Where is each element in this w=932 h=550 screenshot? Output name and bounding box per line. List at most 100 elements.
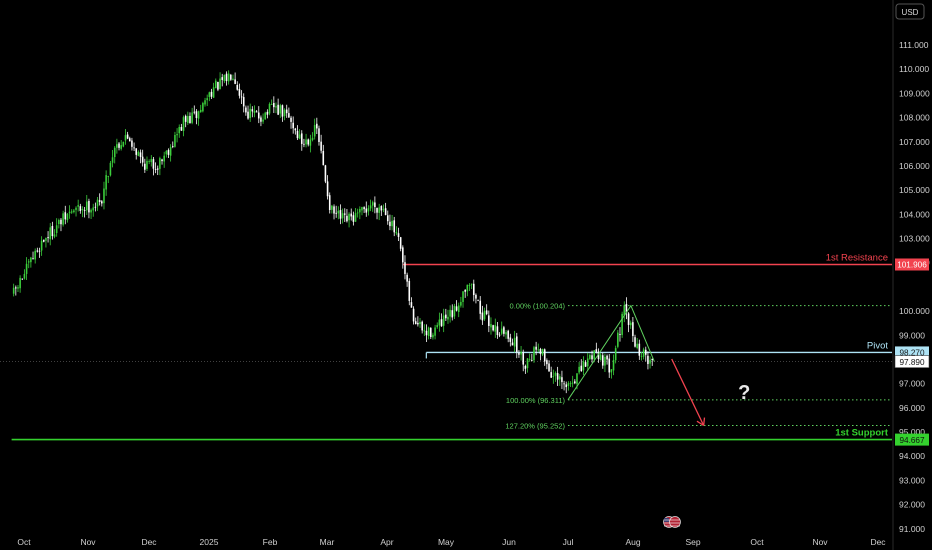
candle	[288, 107, 290, 118]
candle	[257, 106, 260, 124]
candle	[425, 324, 428, 342]
x-tick-label: Feb	[263, 537, 278, 547]
candle	[612, 354, 615, 376]
candle	[277, 98, 279, 116]
candle	[85, 194, 88, 216]
candle	[619, 327, 621, 342]
candle	[391, 214, 393, 231]
candle	[320, 134, 322, 154]
candle	[513, 330, 516, 353]
candle	[111, 150, 114, 168]
fib-swing-line[interactable]	[567, 304, 655, 401]
y-tick-label: 104.000	[899, 209, 930, 219]
candle	[479, 296, 482, 320]
candle	[328, 192, 331, 214]
candle	[214, 78, 217, 89]
candle	[429, 327, 432, 340]
candle	[101, 200, 103, 207]
candle	[66, 212, 69, 223]
x-tick-label: Sep	[685, 537, 700, 547]
candle	[169, 144, 172, 162]
candle	[356, 208, 359, 218]
candle	[606, 354, 608, 365]
candle	[120, 140, 122, 151]
x-tick-label: Oct	[750, 537, 764, 547]
candle	[397, 227, 400, 242]
candle	[651, 358, 654, 366]
candle	[105, 170, 107, 196]
candle	[432, 332, 434, 340]
candle	[352, 211, 355, 226]
candle	[47, 231, 49, 243]
candle	[40, 236, 43, 256]
candle	[483, 307, 486, 321]
candle	[221, 73, 224, 87]
currency-button[interactable]: USD	[895, 3, 925, 20]
y-tick-label: 106.000	[899, 161, 930, 171]
candle	[436, 322, 439, 329]
candle	[133, 142, 135, 152]
candle	[268, 102, 271, 116]
candle	[51, 221, 54, 240]
candle	[541, 348, 544, 357]
candle	[124, 129, 127, 145]
y-tick-label: 105.000	[899, 185, 930, 195]
candle	[247, 105, 249, 120]
candle	[298, 129, 301, 140]
candle	[195, 109, 198, 125]
candle	[305, 133, 307, 148]
candle	[161, 158, 163, 165]
candle	[318, 125, 320, 146]
candle	[122, 141, 125, 148]
candle	[617, 330, 619, 349]
candle	[290, 115, 292, 129]
candle	[266, 109, 269, 119]
candle	[148, 159, 150, 165]
candle	[625, 297, 628, 320]
candle	[230, 73, 232, 81]
candle	[384, 202, 387, 216]
candle	[240, 90, 243, 105]
candle	[363, 206, 365, 213]
candle	[128, 136, 131, 142]
candle	[382, 204, 385, 213]
candle	[492, 324, 494, 332]
candle	[640, 352, 643, 361]
candle	[361, 206, 363, 216]
candle	[475, 293, 477, 304]
candle	[73, 209, 75, 214]
candle	[518, 350, 520, 358]
candle	[470, 283, 473, 290]
candle	[255, 110, 258, 113]
candle	[109, 160, 112, 177]
candle	[64, 205, 67, 225]
candle	[378, 203, 380, 221]
candle	[174, 131, 176, 148]
us-flag-icon[interactable]	[663, 516, 681, 528]
candle	[273, 96, 275, 113]
candle	[531, 353, 533, 362]
candle	[88, 198, 90, 219]
candle	[309, 134, 312, 153]
candle	[414, 317, 417, 325]
candle	[386, 210, 389, 225]
candle	[62, 210, 64, 227]
candle	[249, 103, 251, 122]
candle	[629, 320, 632, 329]
forecast-arrow[interactable]	[671, 358, 706, 427]
candle	[156, 165, 159, 176]
candle	[346, 209, 348, 223]
candle	[300, 130, 303, 151]
candle	[135, 148, 138, 160]
candle	[210, 88, 213, 100]
y-tick-label: 103.000	[899, 234, 930, 244]
y-tick-label: 92.000	[899, 500, 925, 510]
candle	[457, 302, 460, 318]
support-label: 1st Support	[835, 428, 889, 439]
candle	[389, 214, 391, 231]
candle	[264, 111, 267, 120]
candle	[511, 338, 514, 346]
candle	[131, 137, 133, 151]
candle	[472, 279, 475, 302]
